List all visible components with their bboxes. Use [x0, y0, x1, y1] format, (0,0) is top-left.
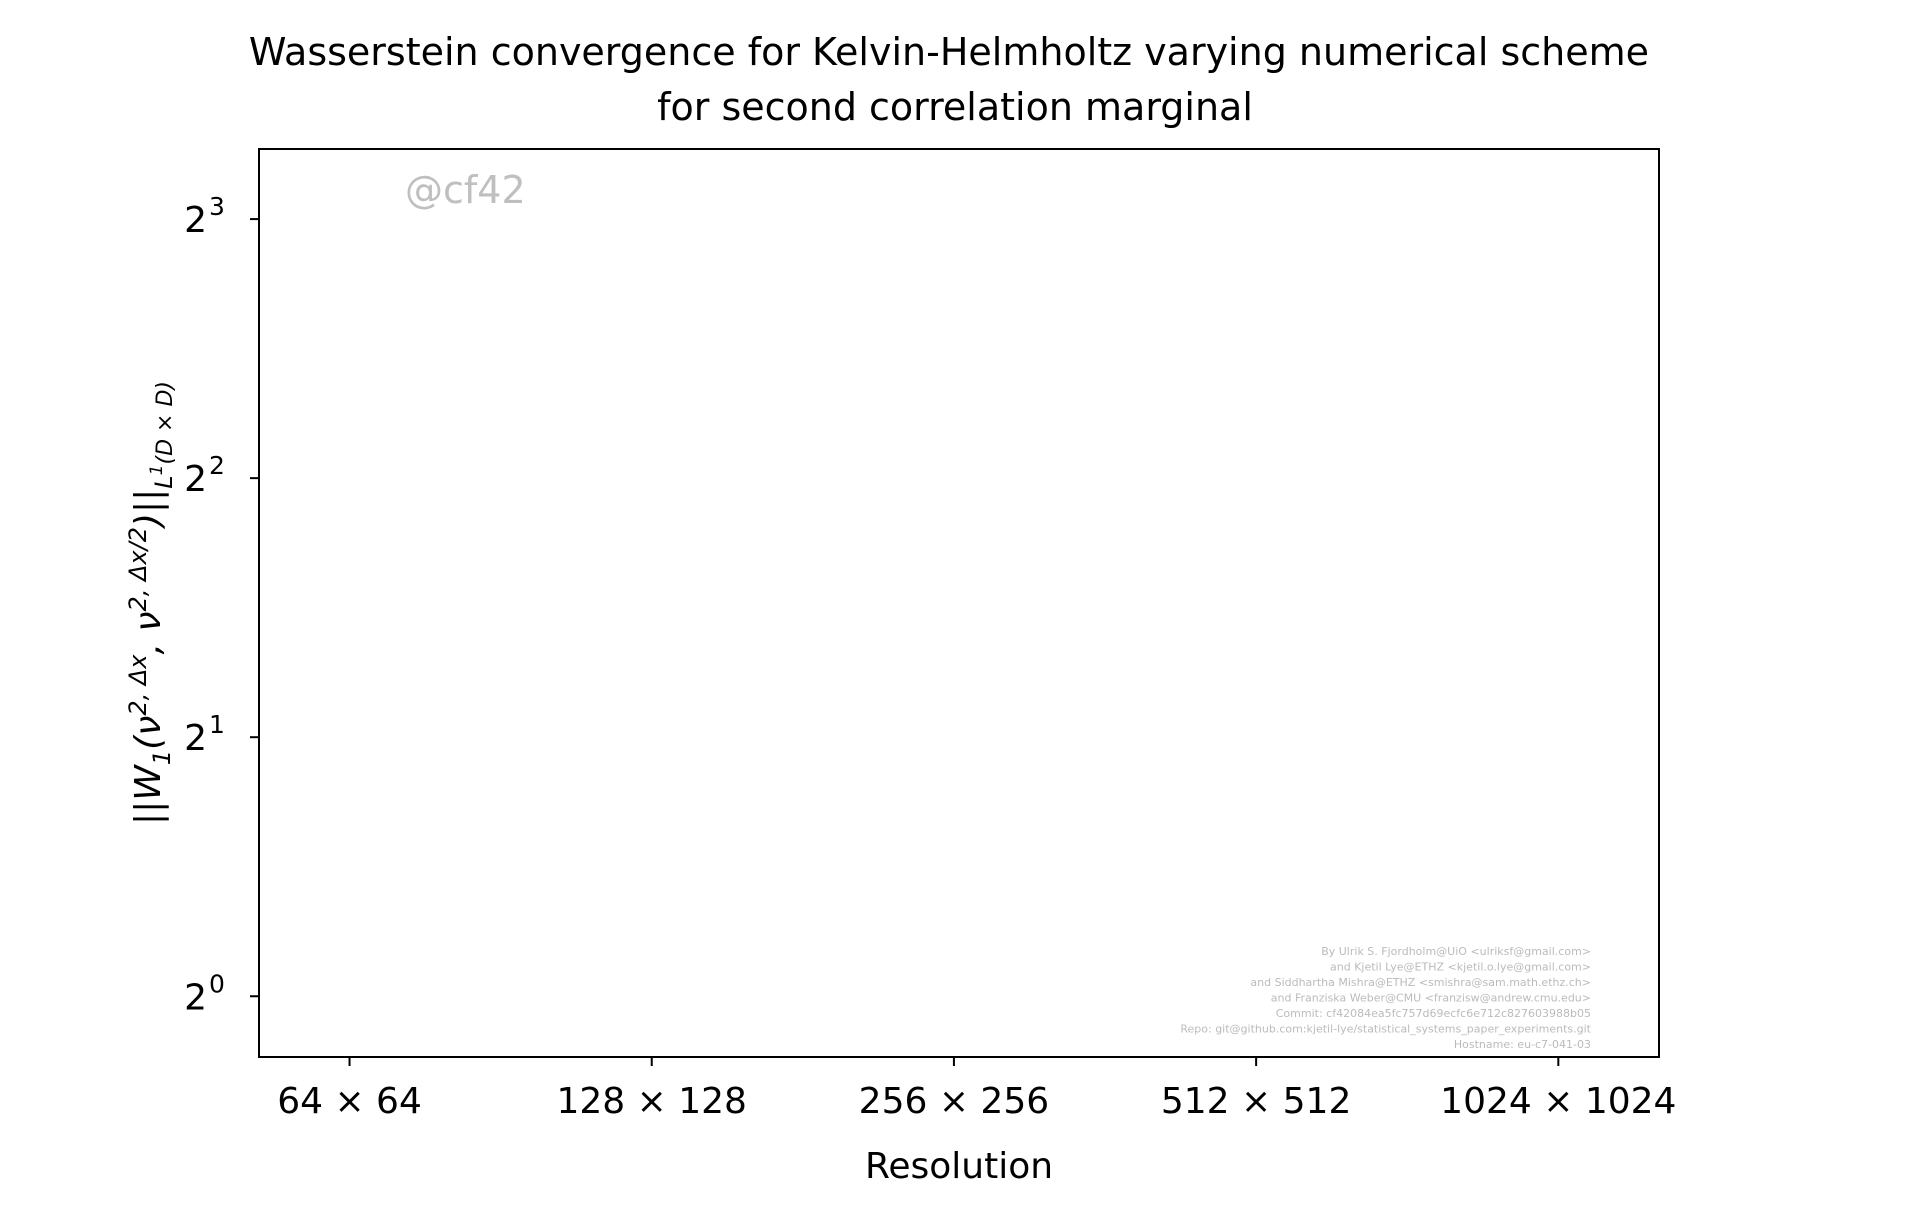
x-tick-label: 256 × 256 [859, 1081, 1049, 1122]
y-tick-label: 2 [184, 718, 207, 759]
y-axis: 2 02 12 22 3 [184, 192, 259, 1018]
x-tick-label: 512 × 512 [1161, 1081, 1351, 1122]
y-axis-label-part: 1 [148, 750, 176, 765]
y-axis-label: ||W1(ν2, Δx, ν2, Δx/2)||L1(D × D) [124, 381, 178, 825]
y-tick-label: 2 [184, 459, 207, 500]
y-tick-exponent: 0 [209, 969, 225, 998]
x-axis: 64 × 64 128 × 128 256 × 256 512 × 512 1024 ×… [277, 1057, 1676, 1122]
credits-line: and Siddhartha Mishra@ETHZ <smishra@sam.… [1250, 976, 1591, 989]
credits-line: and Franziska Weber@CMU <franzisw@andrew… [1271, 992, 1591, 1005]
y-tick-label: 2 [184, 200, 207, 241]
x-axis-label: Resolution [865, 1146, 1053, 1187]
chart-title-line-2: for second correlation marginal [657, 85, 1253, 129]
credits-line: Repo: git@github.com:kjetil-lye/statisti… [1180, 1023, 1591, 1036]
y-axis-label-part: (ν [128, 716, 169, 750]
credits-line: and Kjetil Lye@ETHZ <kjetil.o.lye@gmail.… [1330, 961, 1591, 974]
y-axis-label-part: ||W [128, 764, 169, 825]
y-axis-label-part: (D × D) [153, 381, 178, 464]
y-axis-label-part: 2, Δx/2 [124, 527, 152, 612]
y-tick-exponent: 1 [209, 710, 225, 739]
chart-title: Wasserstein convergence for Kelvin-Helmh… [249, 30, 1661, 129]
x-tick-label: 128 × 128 [556, 1081, 746, 1122]
y-axis-label-part: )|| [128, 489, 169, 530]
y-axis-label-part: 1 [147, 464, 167, 475]
x-tick-label: 64 × 64 [277, 1081, 422, 1122]
y-tick-label: 2 [184, 977, 207, 1018]
credits-line: Commit: cf42084ea5fc757d69ecfc6e712c8276… [1276, 1007, 1591, 1020]
chart-title-line-1: Wasserstein convergence for Kelvin-Helmh… [249, 30, 1649, 74]
y-axis-label-part: 2, Δx [124, 654, 152, 716]
watermark-text: @cf42 [405, 168, 526, 212]
x-tick-label: 1024 × 1024 [1440, 1081, 1676, 1122]
credits-line: Hostname: eu-c7-041-03 [1454, 1038, 1591, 1051]
credits-block: By Ulrik S. Fjordholm@UiO <ulriksf@gmail… [1180, 945, 1591, 1051]
y-axis-label-part: , ν [128, 612, 169, 655]
credits-line: By Ulrik S. Fjordholm@UiO <ulriksf@gmail… [1321, 945, 1591, 958]
y-tick-exponent: 2 [209, 451, 225, 480]
plot-area [258, 148, 1660, 1058]
y-axis-label-part: L [150, 475, 178, 488]
y-tick-exponent: 3 [209, 192, 225, 221]
